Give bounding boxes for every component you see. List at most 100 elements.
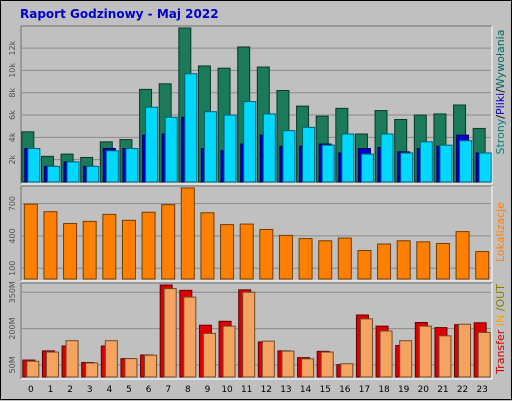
bar-panel2-series1-hour-4 (102, 213, 117, 280)
bar-panel2-series1-hour-13 (278, 234, 293, 280)
x-tick-label: 13 (280, 385, 291, 395)
bar-panel3-series2-hour-13 (281, 350, 295, 378)
bar-panel3-series2-hour-17 (359, 318, 373, 378)
y-tick-label: 10k (8, 63, 17, 78)
panel-background (21, 26, 492, 184)
side-label-2: Lokalizacje (494, 202, 507, 262)
bar-panel2-series1-hour-20 (416, 241, 431, 280)
side-label-part: Lokalizacje (494, 202, 507, 262)
side-label-part: / (494, 115, 507, 119)
bar-panel1-series3-hour-23 (478, 152, 492, 183)
x-tick-label: 0 (28, 385, 34, 395)
y-tick-label: 700 (8, 196, 17, 211)
x-tick-label: 8 (185, 385, 191, 395)
side-label-part: / (494, 89, 507, 93)
bar-panel1-series3-hour-21 (439, 144, 453, 183)
bar-panel3-series2-hour-15 (320, 351, 334, 378)
x-tick-label: 21 (437, 385, 448, 395)
side-label-part: Strony (494, 118, 507, 154)
bar-panel1-series3-hour-8 (184, 73, 198, 183)
y-tick-label: 8k (8, 88, 17, 98)
x-tick-label: 14 (300, 385, 312, 395)
x-tick-label: 3 (87, 385, 93, 395)
bar-panel1-series3-hour-9 (203, 111, 217, 183)
bar-panel3-series2-hour-23 (477, 331, 491, 378)
bar-panel1-series3-hour-10 (223, 114, 237, 183)
y-tick-label: 100 (8, 261, 17, 276)
x-tick-label: 17 (359, 385, 370, 395)
bar-panel1-series3-hour-1 (46, 165, 60, 183)
side-label-part: Wywołania (494, 30, 507, 90)
bar-panel3-series2-hour-22 (458, 323, 472, 378)
bar-panel1-series3-hour-6 (145, 106, 159, 183)
bar-panel3-series2-hour-10 (222, 325, 236, 378)
bar-panel3-series2-hour-2 (65, 340, 79, 378)
chart-panels: 2k 4k 6k 8k 10k 12k 100 400 700 50M 200M 350M (8, 25, 493, 380)
x-tick-label: 18 (378, 385, 390, 395)
bar-panel2-series1-hour-7 (161, 204, 176, 280)
bar-panel2-series1-hour-3 (82, 220, 97, 280)
side-label-3: Transfer IN /OUT (494, 284, 507, 375)
panel-2: 100 400 700 (8, 185, 493, 282)
x-tick-label: 16 (339, 385, 351, 395)
bar-panel1-series3-hour-14 (302, 126, 316, 183)
side-label-part: Transfer (494, 329, 507, 375)
bar-panel2-series1-hour-5 (121, 219, 136, 280)
x-tick-label: 1 (48, 385, 54, 395)
bar-panel2-series1-hour-12 (259, 228, 274, 280)
x-tick-label: 6 (146, 385, 152, 395)
bar-panel1-series3-hour-17 (360, 153, 374, 183)
bar-panel3-series2-hour-4 (104, 340, 118, 378)
bar-panel2-series1-hour-8 (180, 187, 195, 280)
bar-panel2-series1-hour-10 (220, 224, 235, 280)
x-tick-label: 12 (261, 385, 272, 395)
side-label-part: /OUT (494, 284, 507, 311)
panel-1: 2k 4k 6k 8k 10k 12k (8, 25, 493, 185)
bar-panel3-series2-hour-6 (144, 354, 158, 378)
bar-panel2-series1-hour-19 (396, 240, 411, 280)
side-label-part: Pliki (494, 93, 507, 115)
bar-panel2-series1-hour-1 (43, 211, 58, 280)
bar-panel1-series3-hour-0 (27, 148, 41, 183)
side-label-part: IN (494, 315, 507, 326)
bar-panel2-series1-hour-23 (475, 251, 490, 280)
y-tick-label: 400 (8, 228, 17, 243)
bar-panel1-series3-hour-11 (243, 101, 257, 183)
bar-panel2-series1-hour-17 (357, 249, 372, 280)
bar-panel2-series1-hour-14 (298, 238, 313, 280)
bar-panel3-series2-hour-8 (183, 296, 197, 378)
y-tick-label: 12k (8, 40, 17, 55)
bar-panel2-series1-hour-18 (377, 243, 392, 280)
x-tick-label: 4 (106, 385, 112, 395)
x-tick-label: 22 (457, 385, 468, 395)
bar-panel2-series1-hour-9 (200, 212, 215, 280)
bar-panel3-series2-hour-7 (163, 288, 177, 378)
chart-title: Raport Godzinowy - Maj 2022 (20, 7, 219, 21)
x-tick-label: 20 (418, 385, 430, 395)
bar-panel1-series3-hour-20 (419, 141, 433, 183)
bar-panel1-series3-hour-18 (380, 133, 394, 183)
bar-panel3-series2-hour-16 (340, 363, 354, 378)
bar-panel2-series1-hour-6 (141, 211, 156, 280)
bar-panel3-series2-hour-0 (26, 360, 40, 378)
x-tick-label: 11 (241, 385, 252, 395)
bar-panel2-series1-hour-16 (337, 237, 352, 280)
bar-panel3-series2-hour-21 (438, 335, 452, 378)
bar-panel1-series3-hour-7 (164, 116, 178, 183)
bar-panel1-series3-hour-3 (86, 165, 100, 183)
x-tick-label: 2 (67, 385, 73, 395)
x-tick-label: 10 (221, 385, 233, 395)
bar-panel3-series2-hour-19 (399, 340, 413, 378)
bar-panel3-series2-hour-12 (261, 340, 275, 378)
bar-panel2-series1-hour-15 (318, 240, 333, 280)
bar-panel2-series1-hour-21 (435, 242, 450, 280)
x-tick-label: 19 (398, 385, 410, 395)
bar-panel3-series2-hour-11 (242, 291, 256, 378)
bar-panel1-series3-hour-15 (321, 144, 335, 183)
x-tick-label: 7 (165, 385, 171, 395)
bar-panel2-series1-hour-0 (23, 203, 38, 280)
y-tick-label: 2k (8, 154, 17, 164)
bar-panel1-series3-hour-22 (459, 140, 473, 183)
bar-panel1-series3-hour-13 (282, 130, 296, 183)
